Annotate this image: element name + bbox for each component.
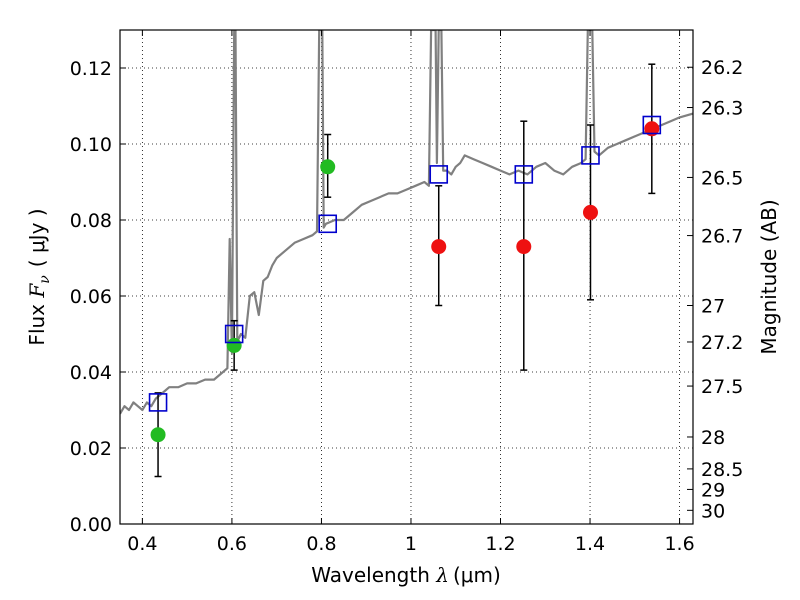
plot-area: [120, 30, 693, 478]
y-tick-label: 0.08: [70, 210, 112, 232]
y2-tick-label: 26.2: [701, 57, 743, 79]
plot-frame: [119, 29, 694, 525]
axis-ticks: 0.4 0.6 0.8 1 1.2 1.4 1.6 0.00 0.02 0.04 0.06 0.08 0…: [70, 30, 743, 555]
plot-clipped: [120, 30, 693, 478]
model-square: [429, 165, 449, 184]
grid: [120, 30, 693, 524]
y-tick-label: 0.02: [70, 438, 112, 460]
y-tick-label: 0.00: [70, 514, 112, 536]
y2-tick-label: 27: [701, 296, 725, 318]
y2-axis-label: Magnitude (AB): [757, 199, 781, 354]
model-sed-line: [120, 30, 693, 415]
observed-point: [320, 159, 336, 175]
y-tick-label: 0.04: [70, 362, 112, 384]
model-square: [514, 165, 534, 184]
model-square: [224, 324, 244, 344]
x-tick-label: 0.4: [127, 533, 157, 555]
x-tick-label: 1.6: [664, 533, 694, 555]
model-square: [318, 214, 338, 234]
x-tick-label: 1.4: [575, 533, 605, 555]
y2-tick-label: 27.5: [701, 376, 743, 398]
y2-tick-label: 26.5: [701, 167, 743, 189]
x-tick-label: 0.6: [217, 533, 247, 555]
model-square: [642, 115, 662, 135]
y2-tick-label: 26.3: [701, 98, 743, 120]
observed-point: [516, 239, 532, 255]
y2-tick-label: 29: [701, 479, 725, 501]
x-tick-label: 1.2: [485, 533, 515, 555]
y2-tick-label: 26.7: [701, 226, 743, 248]
model-square: [581, 146, 600, 165]
x-tick-label: 0.8: [306, 533, 336, 555]
observed-point: [582, 204, 598, 220]
observed-point: [431, 239, 447, 255]
y2-tick-label: 28.5: [701, 459, 743, 481]
observed-point: [644, 121, 660, 137]
y-tick-label: 0.10: [70, 134, 112, 156]
y-tick-label: 0.06: [70, 286, 112, 308]
y-axis-label: Flux Fν( μJy ): [25, 208, 53, 345]
y-tick-label: 0.12: [70, 58, 112, 80]
y2-tick-label: 28: [701, 427, 725, 449]
observed-point: [150, 427, 166, 443]
x-axis-label: Wavelength λ (μm): [311, 563, 501, 587]
x-tick-label: 1: [405, 533, 417, 555]
y2-tick-label: 30: [701, 500, 725, 522]
observed-point: [226, 337, 242, 353]
model-square: [148, 393, 168, 412]
y2-tick-label: 27.2: [701, 332, 743, 354]
